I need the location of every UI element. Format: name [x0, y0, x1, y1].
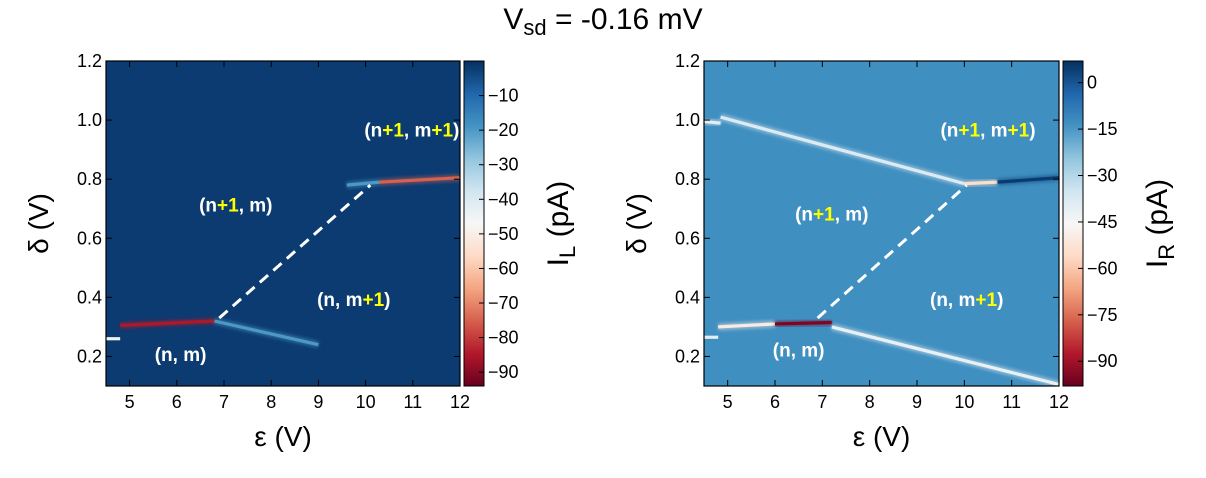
resonance-line-4	[379, 176, 460, 184]
y-tick-label: 0.8	[675, 169, 700, 189]
dashed-guide-line	[816, 183, 968, 320]
resonance-line-1	[120, 319, 215, 328]
state-label-1: (n+1, m)	[199, 196, 272, 217]
state-label-0: (n+1, m+1)	[364, 120, 459, 141]
resonance-line-2	[214, 319, 319, 347]
colorbar-tick-label: −15	[1087, 119, 1118, 139]
figure-title: Vsd = -0.16 mV	[503, 3, 702, 40]
x-tick-label: 8	[865, 392, 875, 412]
resonance-line-1	[720, 115, 965, 186]
x-axis-label: ε (V)	[853, 421, 911, 452]
colorbar-tick-label: −80	[488, 328, 519, 348]
state-label-1: (n+1, m)	[795, 205, 868, 226]
state-label-2: (n, m+1)	[930, 290, 1003, 311]
right-heatmap-panel-IR: (n+1, m+1) (n+1, m) (n, m+1) (n, m) 5 6 7 8 9 10 1…	[621, 51, 1179, 452]
colorbar	[463, 60, 485, 387]
state-label-3: (n, m)	[773, 340, 825, 361]
y-tick-label: 0.4	[675, 287, 700, 307]
resonance-line-5	[718, 322, 776, 329]
x-tick-label: 11	[403, 392, 422, 412]
x-tick-label: 12	[450, 392, 470, 412]
y-tick-label: 0.6	[77, 228, 102, 248]
resonance-line-7	[831, 325, 1059, 386]
y-tick-label: 1.2	[77, 51, 102, 71]
dashed-guide-line	[218, 183, 372, 320]
x-tick-label: 6	[770, 392, 780, 412]
colorbar-tick-label: −50	[488, 224, 519, 244]
colorbar-tick-label: −75	[1087, 305, 1118, 325]
y-tick-label: 0.4	[77, 287, 102, 307]
y-axis-label: δ (V)	[621, 193, 652, 254]
colorbar-tick-label: 0	[1087, 73, 1097, 93]
state-label-2: (n, m+1)	[317, 290, 390, 311]
x-tick-label: 8	[266, 392, 276, 412]
x-tick-label: 5	[125, 392, 135, 412]
y-tick-label: 1.0	[77, 110, 102, 130]
resonance-line-6	[774, 320, 832, 326]
resonance-line-3	[997, 176, 1059, 184]
resonance-line-2	[964, 180, 998, 186]
x-tick-label: 7	[219, 392, 229, 412]
colorbar-label: IL (pA)	[542, 181, 580, 267]
heatmap-features	[704, 113, 1059, 386]
left-heatmap-panel-IL: (n+1, m+1) (n+1, m) (n, m+1) (n, m) 5 6 7 8 9 10 1…	[23, 51, 580, 452]
colorbar-tick-label: −20	[488, 120, 519, 140]
colorbar-tick-label: −45	[1087, 212, 1118, 232]
state-label-3: (n, m)	[155, 345, 207, 366]
plot-frame	[105, 60, 461, 387]
colorbar	[1062, 60, 1084, 387]
colorbar-tick-label: −60	[488, 258, 519, 278]
x-tick-label: 9	[912, 392, 922, 412]
resonance-line-3	[346, 180, 380, 187]
x-tick-label: 5	[723, 392, 733, 412]
x-tick-label: 12	[1049, 392, 1069, 412]
plot-frame	[703, 60, 1060, 387]
colorbar-tick-label: −30	[1087, 166, 1118, 186]
colorbar-tick-label: −70	[488, 293, 519, 313]
x-tick-label: 10	[356, 392, 376, 412]
y-tick-label: 0.8	[77, 169, 102, 189]
colorbar-tick-label: −90	[1087, 351, 1118, 371]
heatmap-background	[704, 61, 1059, 386]
heatmap-background	[106, 61, 460, 386]
x-tick-label: 7	[817, 392, 827, 412]
resonance-line-0	[704, 119, 721, 125]
colorbar-tick-label: −10	[488, 86, 519, 106]
y-tick-label: 0.2	[77, 346, 102, 366]
x-tick-label: 10	[954, 392, 974, 412]
colorbar-tick-label: −90	[488, 362, 519, 382]
state-label-0: (n+1, m+1)	[940, 120, 1035, 141]
y-tick-label: 0.6	[675, 228, 700, 248]
x-tick-label: 11	[1002, 392, 1021, 412]
y-tick-label: 0.2	[675, 346, 700, 366]
heatmap-features	[106, 174, 460, 349]
colorbar-tick-label: −60	[1087, 258, 1118, 278]
x-tick-label: 9	[313, 392, 323, 412]
y-tick-label: 1.2	[675, 51, 700, 71]
colorbar-label: IR (pA)	[1141, 179, 1179, 268]
y-axis-label: δ (V)	[23, 193, 54, 254]
x-axis-label: ε (V)	[254, 421, 312, 452]
colorbar-tick-label: −40	[488, 189, 519, 209]
y-tick-label: 1.0	[675, 110, 700, 130]
colorbar-tick-label: −30	[488, 155, 519, 175]
x-tick-label: 6	[172, 392, 182, 412]
